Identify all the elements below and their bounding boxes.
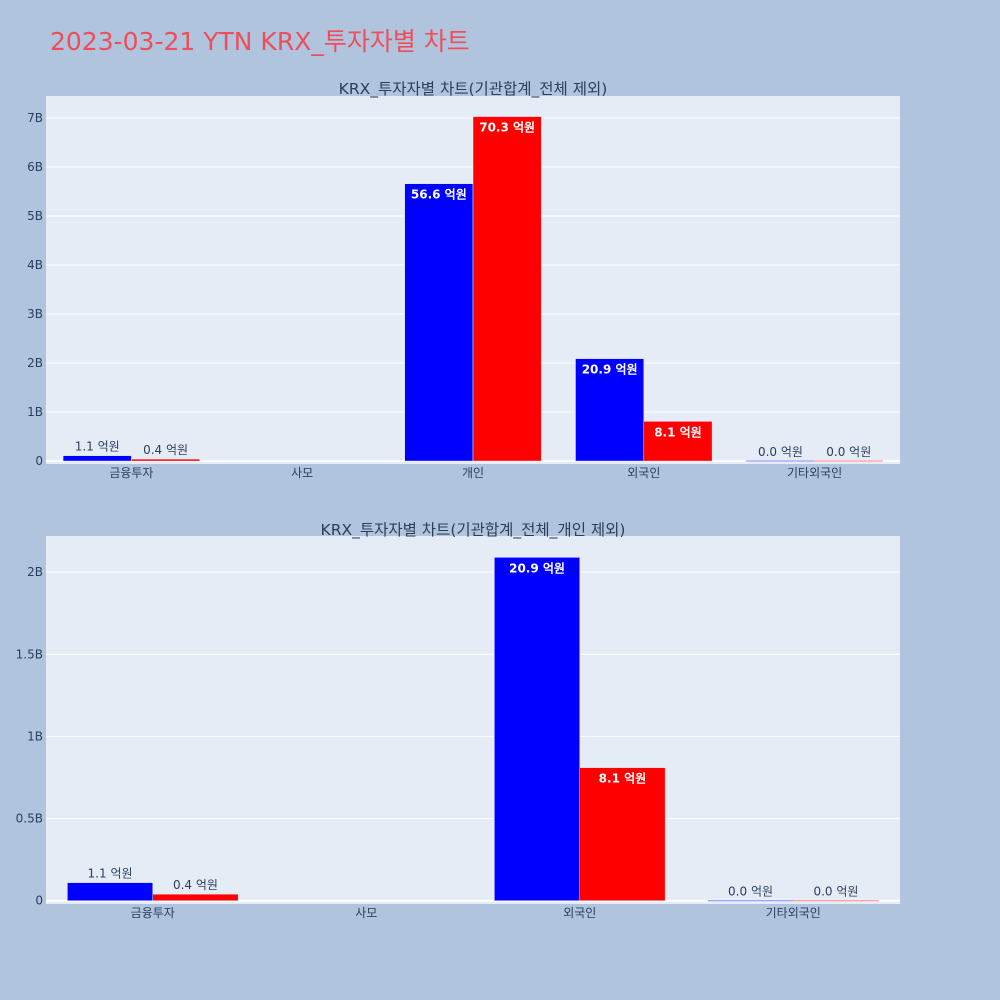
bar xyxy=(494,557,581,901)
bar xyxy=(131,458,200,462)
data-label: 0.0 억원 xyxy=(826,445,871,459)
bar xyxy=(62,455,132,462)
x-tick-label: 외국인 xyxy=(563,906,596,920)
y-tick-label: 6B xyxy=(27,160,43,174)
y-tick-label: 2B xyxy=(27,565,43,579)
x-tick-label: 개인 xyxy=(462,466,484,480)
data-label: 0.0 억원 xyxy=(728,885,773,899)
chart-title: KRX_투자자별 차트(기관합계_전체_개인 제외) xyxy=(321,521,626,540)
x-tick-label: 금융투자 xyxy=(131,906,175,920)
data-label: 0.4 억원 xyxy=(143,443,188,457)
data-label: 20.9 억원 xyxy=(509,561,565,575)
data-label: 70.3 억원 xyxy=(479,121,535,135)
data-label: 0.0 억원 xyxy=(813,885,858,899)
y-tick-label: 0 xyxy=(35,894,43,908)
data-label: 8.1 억원 xyxy=(599,772,647,786)
x-tick-label: 사모 xyxy=(355,906,377,920)
bar xyxy=(575,358,645,462)
y-tick-label: 7B xyxy=(27,111,43,125)
y-tick-label: 5B xyxy=(27,209,43,223)
x-tick-label: 금융투자 xyxy=(109,466,153,480)
data-label: 56.6 억원 xyxy=(411,188,467,202)
x-tick-label: 외국인 xyxy=(627,466,660,480)
data-label: 8.1 억원 xyxy=(654,425,702,439)
y-tick-label: 1B xyxy=(27,729,43,743)
x-tick-label: 사모 xyxy=(291,466,313,480)
chart-krx-top: KRX_투자자별 차트(기관합계_전체 제외) 0 1B 2B 3B 4B 5B 6B 7B 금융… xyxy=(27,80,900,480)
plot-area xyxy=(46,536,900,904)
y-tick-label: 4B xyxy=(27,258,43,272)
data-label: 0.0 억원 xyxy=(758,445,803,459)
y-tick-label: 3B xyxy=(27,307,43,321)
x-tick-label: 기타외국인 xyxy=(787,466,842,480)
bar xyxy=(404,183,474,462)
data-label: 1.1 억원 xyxy=(88,867,133,881)
bar xyxy=(579,767,666,901)
bar xyxy=(67,882,153,901)
data-label: 20.9 억원 xyxy=(582,363,638,377)
bar xyxy=(152,893,239,901)
y-tick-label: 0.5B xyxy=(16,812,43,826)
bar xyxy=(643,421,713,462)
page-title: 2023-03-21 YTN KRX_투자자별 차트 xyxy=(50,27,470,56)
x-tick-label: 기타외국인 xyxy=(766,906,821,920)
y-tick-label: 0 xyxy=(35,454,43,468)
data-label: 1.1 억원 xyxy=(75,440,120,454)
chart-title: KRX_투자자별 차트(기관합계_전체 제외) xyxy=(339,80,608,99)
y-tick-label: 2B xyxy=(27,356,43,370)
y-tick-label: 1B xyxy=(27,405,43,419)
y-tick-label: 1.5B xyxy=(16,647,43,661)
data-label: 0.4 억원 xyxy=(173,878,218,892)
bar xyxy=(472,116,542,462)
